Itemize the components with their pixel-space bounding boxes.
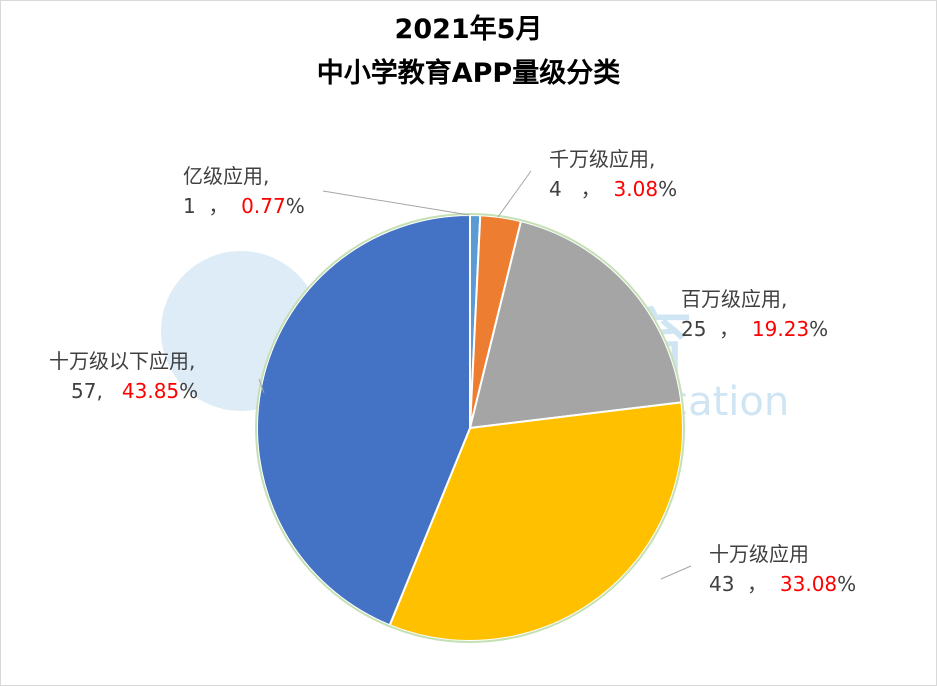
leader-line: [660, 565, 692, 580]
pie-outline: [255, 213, 685, 643]
data-label-qianwan: 千万级应用, 4 ， 3.08%: [549, 147, 678, 201]
leader-line: [258, 378, 265, 394]
chart-title-line1: 2021年5月: [394, 14, 543, 45]
data-label-baiwan: 百万级应用, 25 ， 19.23%: [681, 287, 829, 341]
pie-slice-2: [468, 219, 683, 430]
data-label-shiwan: 十万级应用 43 ， 33.08%: [709, 542, 857, 596]
leader-line: [497, 170, 532, 218]
chart-title-line2: 中小学教育APP量级分类: [316, 58, 621, 89]
pie-slice-4: [256, 213, 471, 627]
data-label-shiwan-below: 十万级以下应用, 57, 43.85%: [49, 349, 199, 403]
data-label-yi: 亿级应用, 1 ， 0.77%: [183, 164, 305, 218]
leader-line: [322, 190, 470, 216]
pie-slice-3: [388, 401, 684, 642]
